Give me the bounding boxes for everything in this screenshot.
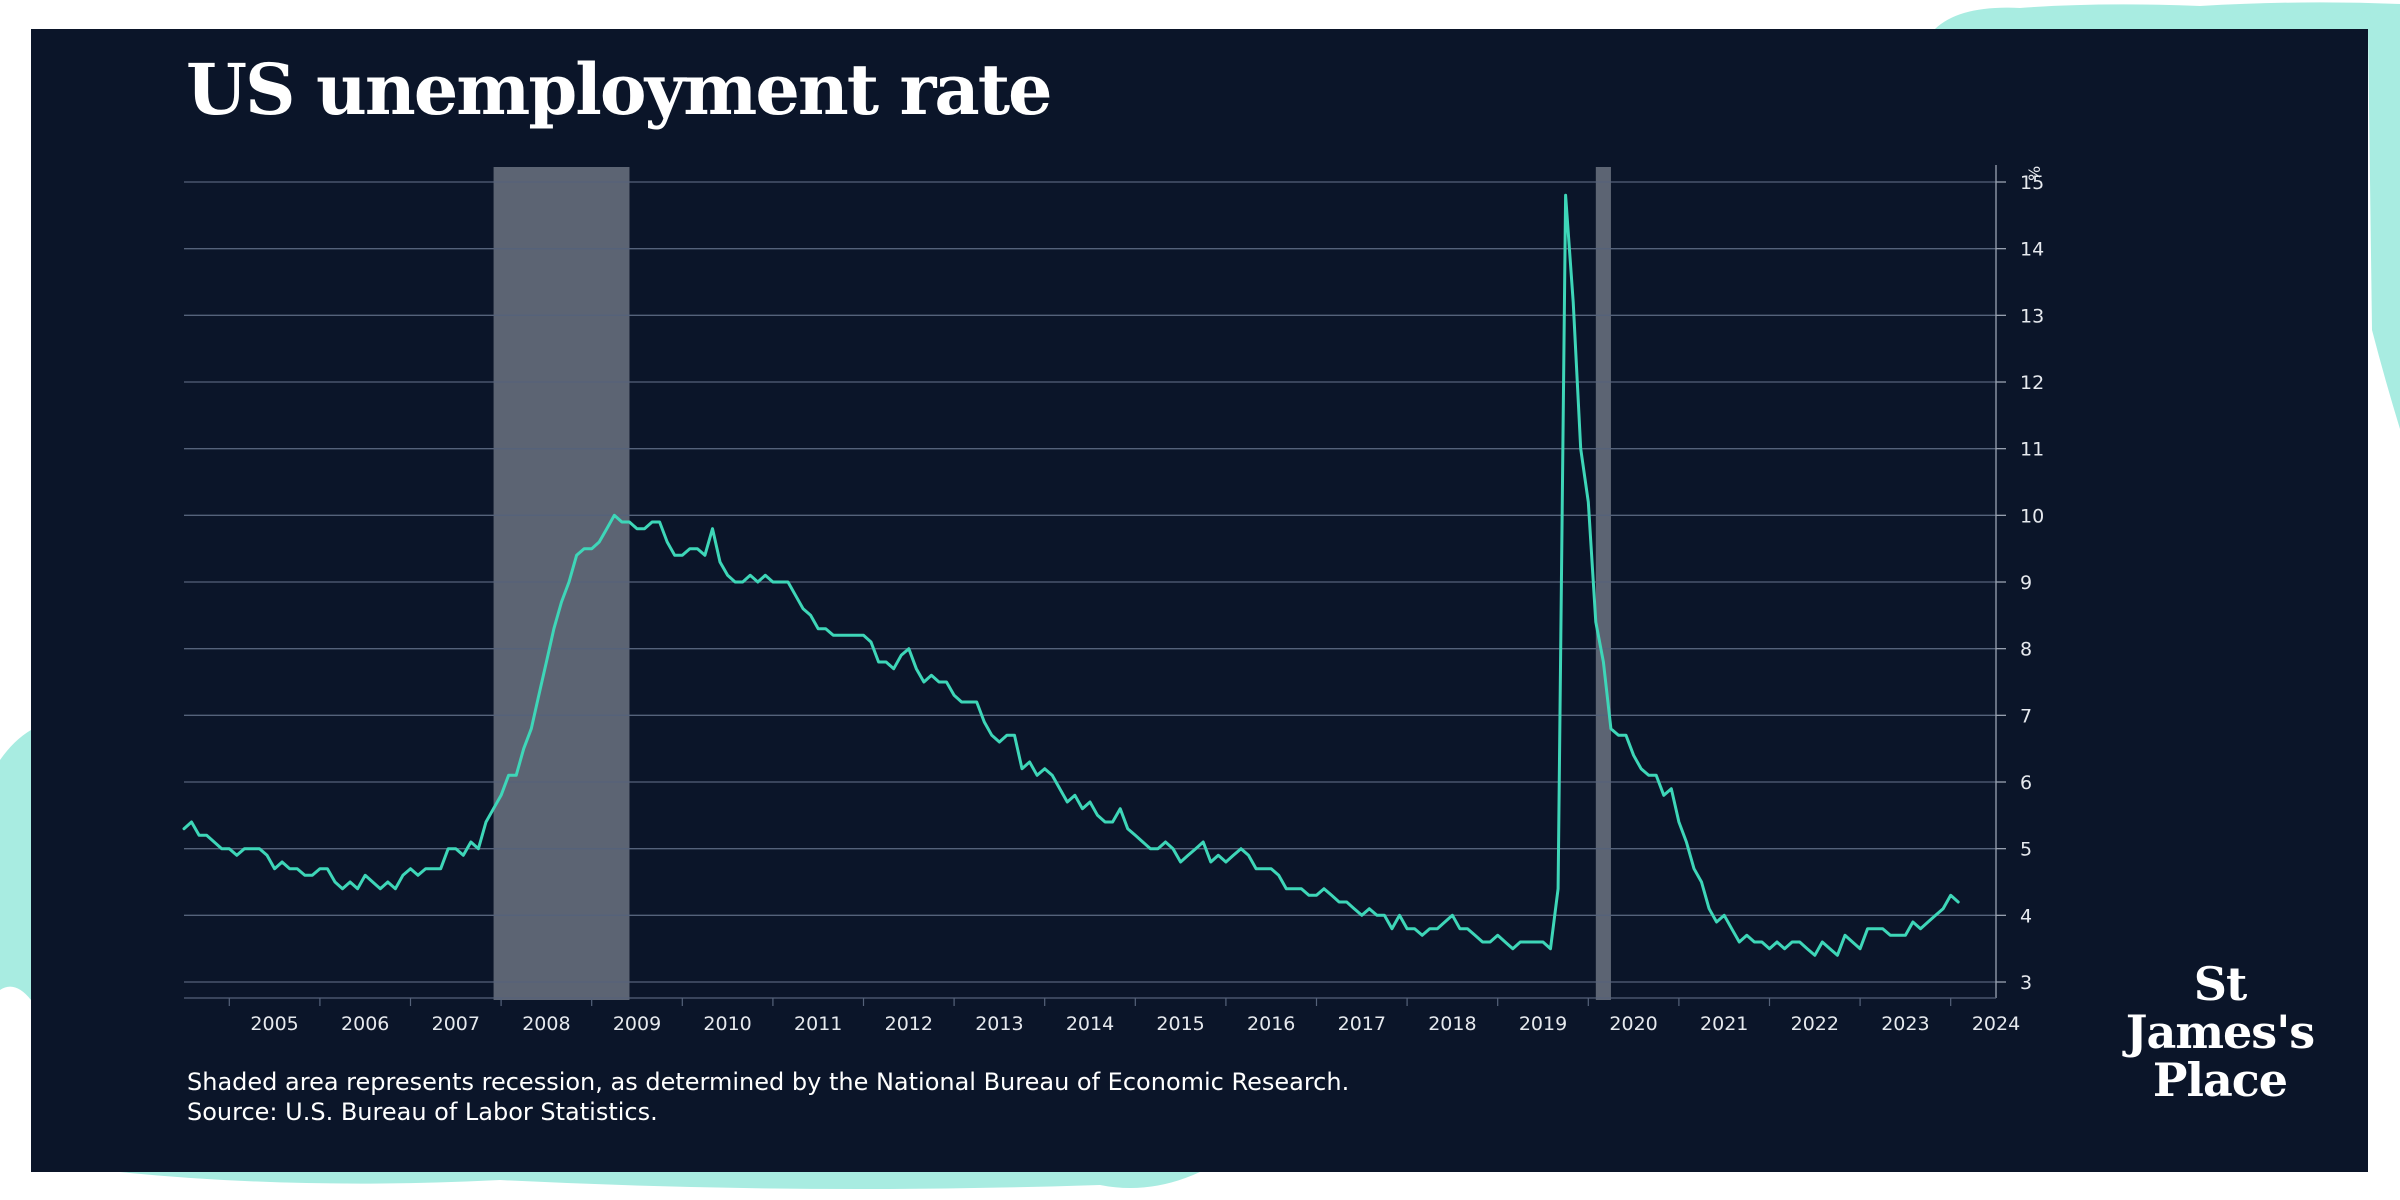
y-tick-label-9: 9 xyxy=(2020,572,2032,594)
footnote-source: Source: U.S. Bureau of Labor Statistics. xyxy=(187,1098,658,1126)
logo-line-st: St xyxy=(2193,957,2247,1011)
y-tick-label-15: 15 xyxy=(2020,172,2044,194)
x-tick-label-2022: 2022 xyxy=(1791,1013,1839,1035)
x-tick-label-2006: 2006 xyxy=(341,1013,389,1035)
brush-stroke-bottom xyxy=(120,1172,1200,1189)
footnote-recession-note: Shaded area represents recession, as det… xyxy=(187,1068,1350,1096)
x-tick-label-2009: 2009 xyxy=(613,1013,661,1035)
y-tick-label-3: 3 xyxy=(2020,972,2032,994)
x-tick-label-2005: 2005 xyxy=(250,1013,298,1035)
y-tick-label-10: 10 xyxy=(2020,505,2044,527)
y-tick-label-11: 11 xyxy=(2020,439,2044,461)
st-james-place-logo: St James's Place xyxy=(2120,960,2320,1104)
y-tick-label-14: 14 xyxy=(2020,239,2044,261)
x-tick-label-2016: 2016 xyxy=(1247,1013,1295,1035)
logo-line-james: James's xyxy=(2125,1005,2315,1059)
x-tick-label-2020: 2020 xyxy=(1609,1013,1657,1035)
y-tick-label-8: 8 xyxy=(2020,639,2032,661)
recession-band-2 xyxy=(1595,167,1611,1000)
x-tick-label-2021: 2021 xyxy=(1700,1013,1748,1035)
x-tick-label-2012: 2012 xyxy=(885,1013,933,1035)
x-tick-label-2014: 2014 xyxy=(1066,1013,1114,1035)
x-tick-label-2011: 2011 xyxy=(794,1013,842,1035)
brush-stroke-left xyxy=(0,730,31,1000)
x-tick-label-2017: 2017 xyxy=(1338,1013,1386,1035)
y-unit-label: % xyxy=(2025,166,2044,181)
x-tick-label-2010: 2010 xyxy=(703,1013,751,1035)
x-tick-label-2007: 2007 xyxy=(432,1013,480,1035)
x-tick-label-2015: 2015 xyxy=(1156,1013,1204,1035)
y-tick-label-12: 12 xyxy=(2020,372,2044,394)
series-line-unemployment-rate xyxy=(182,193,1960,957)
y-tick-label-7: 7 xyxy=(2020,705,2032,727)
y-tick-label-6: 6 xyxy=(2020,772,2032,794)
y-tick-label-5: 5 xyxy=(2020,839,2032,861)
x-tick-label-2008: 2008 xyxy=(522,1013,570,1035)
x-tick-label-2019: 2019 xyxy=(1519,1013,1567,1035)
chart-title: US unemployment rate xyxy=(186,48,1053,131)
y-tick-label-13: 13 xyxy=(2020,305,2044,327)
footnote: Shaded area represents recession, as det… xyxy=(187,1067,1349,1127)
y-tick-label-4: 4 xyxy=(2020,905,2032,927)
recession-band-1 xyxy=(493,167,630,1000)
logo-line-place: Place xyxy=(2152,1053,2288,1107)
x-tick-label-2023: 2023 xyxy=(1881,1013,1929,1035)
x-tick-label-2013: 2013 xyxy=(975,1013,1023,1035)
x-tick-label-2024: 2024 xyxy=(1972,1013,2020,1035)
x-tick-label-2018: 2018 xyxy=(1428,1013,1476,1035)
